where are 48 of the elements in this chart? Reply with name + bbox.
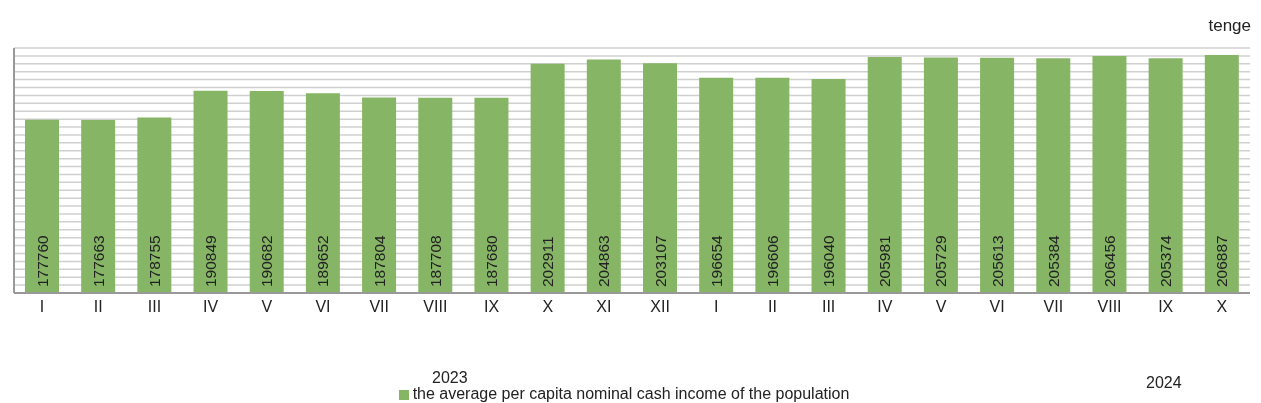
data-label: 187680: [482, 234, 500, 287]
x-tick-label: III: [147, 298, 162, 316]
x-tick-label: II: [768, 298, 777, 316]
data-label: 205613: [988, 235, 1006, 287]
data-label: 205981: [876, 235, 894, 287]
data-label: 196606: [763, 235, 781, 287]
data-label: 206887: [1213, 235, 1231, 287]
data-label: 204863: [595, 235, 613, 287]
data-label: 189652: [314, 235, 332, 287]
x-tick-label: VI: [315, 298, 331, 316]
data-label: 205384: [1044, 234, 1062, 287]
data-label: 178755: [145, 235, 163, 287]
text: 2023: [432, 369, 468, 387]
data-label: 187804: [370, 234, 388, 287]
x-tick-label: XI: [596, 298, 612, 316]
x-tick-label: VIII: [423, 298, 448, 316]
x-tick-label: II: [93, 298, 103, 316]
data-label: 196040: [820, 234, 838, 287]
x-tick-label: VII: [369, 298, 389, 316]
text: 2024: [1146, 374, 1182, 392]
data-label: 187708: [426, 235, 444, 287]
x-tick-label: I: [39, 298, 45, 316]
x-tick-label: XII: [650, 298, 670, 316]
data-label: 190682: [258, 235, 276, 287]
data-label: 203107: [651, 235, 669, 287]
x-tick-label: IX: [1158, 298, 1174, 316]
x-tick-label: VI: [989, 298, 1005, 316]
x-tick-label: III: [821, 298, 836, 316]
x-tick-label: V: [261, 298, 273, 316]
data-label: 202911: [539, 236, 557, 287]
x-tick-label: VII: [1043, 298, 1064, 316]
x-tick-label: X: [542, 298, 554, 316]
data-label: 177663: [89, 235, 107, 287]
x-tick-label: IV: [203, 298, 219, 316]
x-tick-label: IV: [877, 298, 893, 316]
data-label: 190849: [202, 235, 220, 287]
x-tick-label: I: [714, 298, 719, 316]
data-label: 205374: [1157, 234, 1175, 287]
y-axis-title: tenge: [1208, 16, 1251, 36]
data-label: 205729: [932, 235, 950, 287]
x-tick-label: VIII: [1097, 298, 1122, 316]
x-tick-label: X: [1216, 298, 1228, 316]
x-tick-label: IX: [483, 298, 500, 316]
data-label: 196654: [707, 234, 725, 287]
x-tick-label: V: [935, 298, 947, 316]
data-label: 206456: [1100, 235, 1118, 287]
data-label: 177760: [33, 234, 51, 287]
legend-label: the average per capita nominal cash income of the population: [412, 385, 850, 402]
